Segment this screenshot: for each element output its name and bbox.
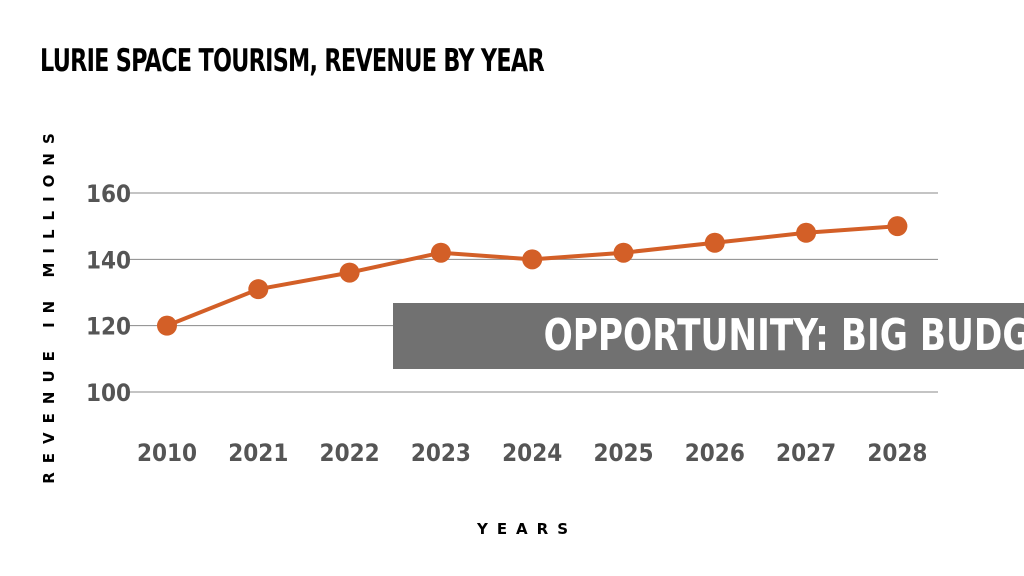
data-point [339, 262, 360, 283]
series [157, 216, 908, 336]
x-tick-label: 2026 [685, 439, 745, 467]
data-point [704, 232, 725, 253]
y-tick-label: 100 [86, 379, 131, 407]
banner-text: OPPORTUNITY: BIG BUDGET [543, 310, 1024, 361]
data-point [796, 222, 817, 243]
data-point [887, 216, 908, 237]
chart-title: LURIE SPACE TOURISM, REVENUE BY YEAR [40, 43, 545, 79]
y-axis-ticks: 100 120 140 160 [86, 180, 131, 407]
data-point [248, 279, 269, 300]
data-point [613, 242, 634, 263]
data-point [522, 249, 543, 270]
x-tick-label: 2010 [137, 439, 197, 467]
x-tick-label: 2028 [867, 439, 927, 467]
data-point [157, 315, 177, 336]
y-tick-label: 120 [86, 313, 131, 341]
x-tick-label: 2022 [320, 439, 380, 467]
x-tick-label: 2021 [228, 439, 288, 467]
x-tick-label: 2023 [411, 439, 471, 467]
opportunity-banner: OPPORTUNITY: BIG BUDGET [393, 303, 1024, 369]
x-tick-label: 2025 [593, 439, 653, 467]
x-tick-label: 2024 [502, 439, 562, 467]
x-axis-label: YEARS [476, 520, 577, 538]
y-tick-label: 160 [86, 180, 131, 208]
data-point [430, 242, 451, 263]
x-tick-label: 2027 [776, 439, 836, 467]
y-axis-label: REVENUE IN MILLIONS [40, 124, 58, 484]
y-tick-label: 140 [86, 246, 131, 274]
x-axis-ticks: 2010 2021 2022 2023 2024 2025 2026 2027 2028 [137, 439, 927, 467]
